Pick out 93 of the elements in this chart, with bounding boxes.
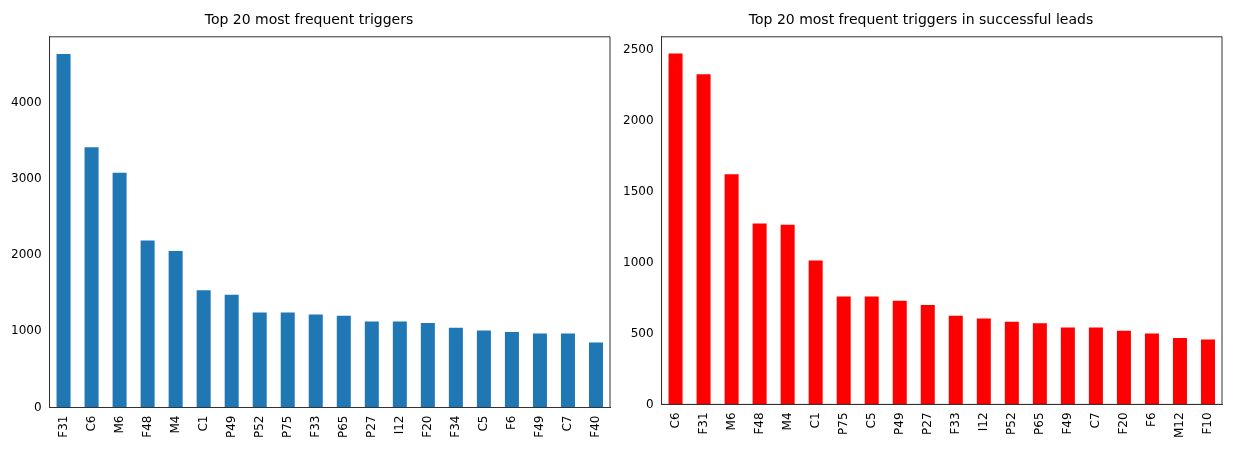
x-tick-label: F10 bbox=[1200, 412, 1215, 435]
y-tick-label: 4000 bbox=[10, 94, 42, 109]
bar bbox=[1144, 333, 1159, 405]
bar bbox=[724, 174, 739, 405]
bar bbox=[1060, 327, 1075, 405]
bar bbox=[808, 260, 823, 405]
x-tick-label: F33 bbox=[307, 415, 322, 438]
x-tick-label: P49 bbox=[891, 412, 906, 435]
x-tick-label: P52 bbox=[1003, 412, 1018, 435]
bar bbox=[1032, 323, 1047, 405]
bar bbox=[532, 333, 547, 408]
bar bbox=[752, 223, 767, 405]
x-tick-label: M6 bbox=[723, 412, 738, 431]
bar bbox=[504, 331, 519, 408]
bar bbox=[392, 321, 407, 408]
bar bbox=[948, 315, 963, 405]
bar bbox=[476, 330, 491, 408]
bar bbox=[920, 305, 935, 405]
bar bbox=[892, 300, 907, 405]
bar bbox=[864, 296, 879, 405]
x-tick-label: C7 bbox=[560, 415, 575, 432]
bar bbox=[364, 321, 379, 408]
bar bbox=[836, 296, 851, 405]
x-tick-label: P75 bbox=[835, 412, 850, 435]
x-tick-label: C5 bbox=[863, 412, 878, 429]
bar bbox=[1172, 337, 1187, 405]
bar bbox=[560, 333, 575, 408]
x-tick-label: C6 bbox=[83, 415, 98, 432]
x-tick-label: M4 bbox=[779, 412, 794, 431]
bar bbox=[112, 172, 127, 408]
bar bbox=[252, 312, 267, 408]
x-tick-label: F31 bbox=[55, 415, 70, 438]
y-tick-label: 2500 bbox=[622, 41, 654, 56]
x-tick-label: F6 bbox=[1144, 412, 1159, 427]
x-tick-label: I12 bbox=[975, 412, 990, 432]
bar bbox=[420, 323, 435, 408]
x-tick-label: F49 bbox=[1060, 412, 1074, 435]
bar bbox=[1088, 327, 1103, 405]
y-tick-label: 2000 bbox=[622, 112, 654, 127]
x-tick-label: M12 bbox=[1172, 412, 1187, 438]
x-tick-label: M6 bbox=[111, 415, 126, 434]
x-tick-label: F48 bbox=[751, 412, 766, 435]
bar bbox=[448, 327, 463, 408]
y-tick-label: 1000 bbox=[622, 254, 654, 269]
x-tick-label: M4 bbox=[167, 415, 182, 434]
bar bbox=[1200, 339, 1215, 405]
y-tick-label: 1500 bbox=[622, 183, 654, 198]
x-tick-label: C1 bbox=[807, 412, 822, 429]
chart-title: Top 20 most frequent triggers bbox=[203, 11, 414, 28]
y-tick-label: 500 bbox=[630, 325, 654, 340]
y-tick-label: 1000 bbox=[10, 323, 42, 338]
bar bbox=[1004, 321, 1019, 405]
chart-title: Top 20 most frequent triggers in successful leads bbox=[747, 11, 1094, 28]
x-tick-label: F31 bbox=[695, 412, 710, 435]
x-tick-label: F33 bbox=[947, 412, 962, 435]
bar bbox=[668, 53, 683, 405]
x-tick-label: C1 bbox=[195, 415, 210, 432]
bar bbox=[224, 294, 239, 408]
x-tick-label: F6 bbox=[504, 415, 519, 431]
x-tick-label: C5 bbox=[476, 415, 491, 432]
x-tick-label: P65 bbox=[1031, 412, 1046, 435]
bar bbox=[168, 251, 183, 408]
bar bbox=[696, 74, 711, 405]
x-tick-label: F20 bbox=[1116, 412, 1131, 435]
x-tick-label: P49 bbox=[223, 415, 238, 439]
x-tick-label: P52 bbox=[251, 415, 266, 439]
x-tick-label: P75 bbox=[279, 415, 294, 439]
bar bbox=[140, 240, 155, 408]
bar bbox=[308, 314, 323, 408]
bar bbox=[976, 318, 991, 405]
bar bbox=[196, 290, 211, 408]
bar bbox=[280, 312, 295, 408]
y-tick-label: 2000 bbox=[10, 247, 42, 262]
bar bbox=[780, 224, 795, 405]
bar bbox=[84, 147, 99, 408]
bar bbox=[56, 53, 71, 408]
x-tick-label: C6 bbox=[667, 412, 682, 429]
y-tick-label: 3000 bbox=[10, 170, 42, 185]
bar bbox=[336, 315, 351, 408]
x-tick-label: F40 bbox=[588, 415, 603, 438]
x-tick-label: P65 bbox=[335, 415, 350, 439]
x-tick-label: F34 bbox=[448, 415, 462, 438]
bar bbox=[588, 342, 603, 408]
x-tick-label: F49 bbox=[532, 415, 547, 438]
x-tick-label: I12 bbox=[391, 415, 406, 435]
x-tick-label: P27 bbox=[363, 415, 378, 439]
x-tick-label: P27 bbox=[919, 412, 934, 435]
x-tick-label: C7 bbox=[1088, 412, 1103, 429]
bar bbox=[1116, 330, 1131, 405]
x-tick-label: F48 bbox=[139, 415, 154, 438]
y-tick-label: 0 bbox=[33, 399, 42, 414]
x-tick-label: F20 bbox=[419, 415, 434, 438]
y-tick-label: 0 bbox=[645, 396, 654, 411]
